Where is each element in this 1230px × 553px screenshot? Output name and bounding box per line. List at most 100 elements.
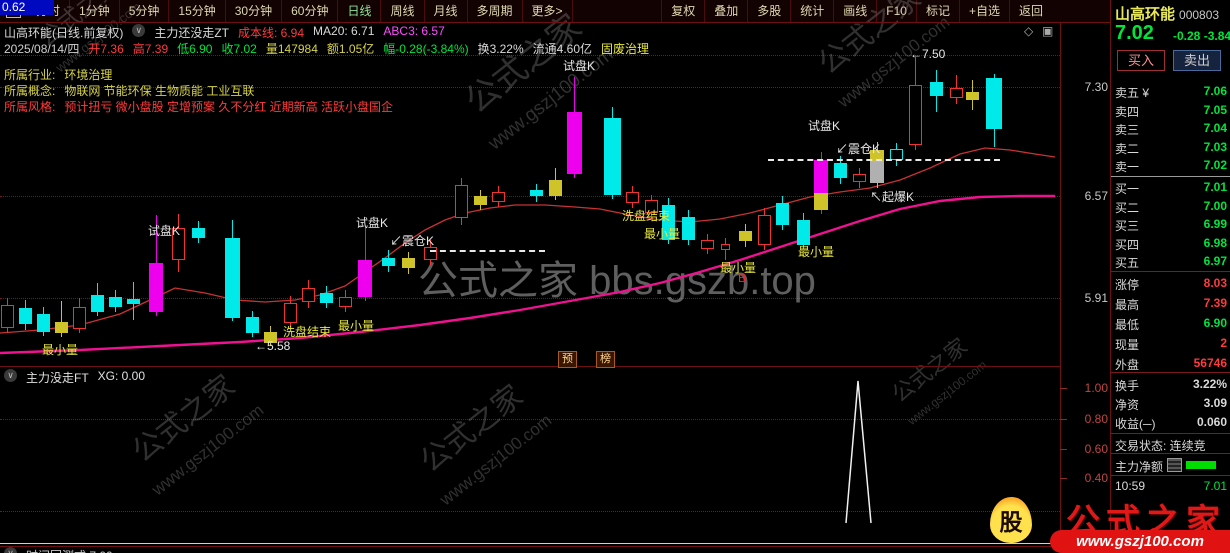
subpane-xg-value: XG: 0.00	[97, 369, 146, 383]
menu-item-日线[interactable]: 日线	[338, 0, 382, 22]
quote-time: 10:59	[1115, 479, 1146, 493]
style-row: 所属风格: 预计扭亏 微小盘股 定增预案 久不分红 近期新高 活跃小盘国企	[4, 98, 393, 115]
indicator-collapse-icon[interactable]: ∨	[132, 24, 146, 37]
menu-item-F10[interactable]: F10	[876, 0, 916, 22]
menu-item-多周期[interactable]: 多周期	[468, 0, 523, 22]
support-dash-line	[768, 159, 1000, 161]
text-segment: 流通4.60亿	[532, 42, 593, 56]
collapse-icon[interactable]: ∨	[4, 547, 17, 553]
chart-annotation: 洗盘结束	[622, 209, 671, 223]
watermark-center: 公式之家 bbs.gszb.top	[418, 259, 816, 303]
gridline	[0, 87, 1060, 88]
panel-row-现量: 现量 2	[1115, 336, 1227, 352]
candle	[758, 215, 771, 245]
price-axis-label: 6.57	[1084, 189, 1108, 203]
candle	[645, 200, 658, 213]
candle	[225, 238, 240, 318]
text-segment: 成本线: 6.94	[238, 26, 305, 40]
sub-axis-label: 1.00	[1084, 381, 1108, 395]
candle	[909, 85, 922, 145]
candle	[1, 305, 14, 328]
gridline	[0, 298, 1060, 299]
text-segment: 所属行业:	[4, 68, 56, 82]
stock-code: 000803	[1179, 8, 1220, 22]
pane3-header: ∨ 时间回测式 7.00	[4, 547, 113, 553]
text-segment: 环境治理	[64, 68, 113, 82]
menu-item-画线[interactable]: 画线	[833, 0, 876, 22]
text-segment: 量147984	[265, 42, 318, 56]
chart-annotation: 最小量	[644, 227, 681, 241]
panel-row-最高: 最高 7.39	[1115, 296, 1227, 312]
candle	[870, 162, 884, 183]
sub-axis-label: 0.60	[1084, 442, 1108, 456]
chart-annotation: 试盘K	[563, 59, 596, 73]
panel-row-换手: 换手 3.22%	[1115, 377, 1227, 393]
panel-row-卖二: 卖二 7.03	[1115, 139, 1227, 156]
brand-flame-icon: 股	[990, 497, 1032, 543]
text-segment: 幅-0.28(-3.84%)	[383, 42, 469, 56]
panel-row-买四: 买四 6.98	[1115, 235, 1227, 252]
candle	[721, 244, 730, 250]
menu-item-叠加[interactable]: 叠加	[704, 0, 747, 22]
candle	[109, 297, 122, 307]
text-segment: 换3.22%	[477, 42, 524, 56]
quote-panel: 山高环能 000803 7.02 -0.28 -3.84 买入 卖出 卖五 ¥7.…	[1111, 0, 1230, 553]
pane3-separator	[0, 546, 1060, 547]
book-divider	[1111, 176, 1230, 177]
window-icon[interactable]: ▣	[1042, 24, 1054, 38]
detail-list-icon[interactable]	[1167, 458, 1183, 472]
axis-border-left	[1060, 22, 1061, 553]
candle	[149, 263, 163, 312]
text-segment: 固废治理	[601, 42, 650, 56]
time-row: 10:59 7.01	[1115, 479, 1227, 493]
candle	[966, 92, 979, 100]
chart-title-row: 山高环能(日线.前复权) ∨ 主力还没走ZT 成本线: 6.94 MA20: 6.71 A…	[4, 24, 445, 41]
gridline	[0, 511, 1060, 512]
candle	[320, 293, 333, 303]
sub-current-value: 0.62	[0, 0, 54, 15]
menu-item-复权[interactable]: 复权	[661, 0, 704, 22]
menu-item-更多>[interactable]: 更多>	[523, 0, 573, 22]
gridline	[0, 419, 1060, 420]
menu-item-统计[interactable]: 统计	[790, 0, 833, 22]
menu-item-30分钟[interactable]: 30分钟	[226, 0, 283, 22]
candle	[284, 303, 297, 323]
candle	[604, 118, 621, 195]
menu-item-多股[interactable]: 多股	[747, 0, 790, 22]
subpane-header: ∨ 主力没走FT XG: 0.00	[4, 369, 145, 386]
sell-button[interactable]: 卖出	[1173, 50, 1221, 71]
mini-button-预[interactable]: 预	[558, 351, 577, 368]
diamond-icon[interactable]: ◇	[1024, 24, 1034, 38]
collapse-icon[interactable]: ∨	[4, 369, 17, 382]
candle	[19, 308, 32, 324]
menu-item-+自选[interactable]: +自选	[958, 0, 1009, 22]
candle	[950, 88, 963, 98]
chart-annotation: ←7.50	[910, 47, 946, 61]
chart-annotation: 最小量	[338, 319, 375, 333]
candle	[662, 205, 675, 240]
panel-row-卖三: 卖三 7.04	[1115, 121, 1227, 137]
menu-item-5分钟[interactable]: 5分钟	[120, 0, 170, 22]
menu-item-月线[interactable]: 月线	[425, 0, 468, 22]
trade-status: 交易状态: 连续竞	[1115, 439, 1206, 453]
candle	[739, 231, 752, 241]
candle	[455, 185, 468, 218]
axis-tick	[1060, 388, 1067, 389]
buy-button[interactable]: 买入	[1117, 50, 1165, 71]
candle	[530, 190, 543, 196]
menu-item-60分钟[interactable]: 60分钟	[282, 0, 339, 22]
price-axis-label: 7.30	[1084, 80, 1108, 94]
menu-item-周线[interactable]: 周线	[381, 0, 425, 22]
ohlc-info-row: 2025/08/14/四 开7.36 高7.39 低6.90 收7.02 量147984 额…	[4, 40, 649, 57]
mini-button-榜[interactable]: 榜	[596, 351, 615, 368]
candle	[192, 228, 205, 238]
menu-item-返回[interactable]: 返回	[1008, 0, 1052, 22]
menu-item-1分钟[interactable]: 1分钟	[70, 0, 120, 22]
chart-annotation: ←5.58	[255, 339, 291, 353]
cost-line	[0, 147, 1056, 334]
menu-item-标记[interactable]: 标记	[915, 0, 959, 22]
divider	[1111, 372, 1230, 373]
candle	[814, 160, 828, 193]
menu-item-15分钟[interactable]: 15分钟	[169, 0, 226, 22]
